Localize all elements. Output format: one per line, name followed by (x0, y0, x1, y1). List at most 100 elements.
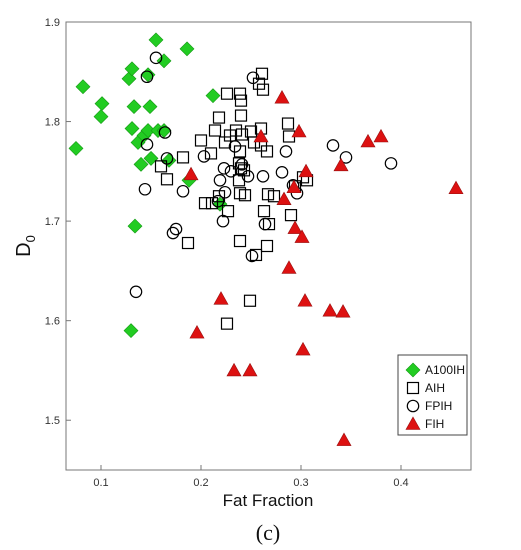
data-point-triangle (183, 166, 199, 181)
data-point-circle (258, 217, 272, 231)
data-point-circle (140, 70, 154, 84)
data-point-diamond (93, 109, 109, 125)
y-tick-label: 1.5 (45, 415, 60, 427)
data-point-circle (149, 51, 163, 65)
data-point-triangle (298, 163, 314, 178)
legend: A100IH AIH FPIH FIH (397, 354, 468, 436)
data-point-circle (218, 185, 232, 199)
data-point-diamond (133, 156, 149, 172)
legend-marker-diamond (405, 362, 421, 378)
data-point-square (220, 87, 234, 100)
data-point-circle (246, 71, 260, 85)
data-point-triangle (276, 191, 292, 206)
data-point-square (281, 117, 295, 130)
data-point-diamond (124, 61, 140, 77)
data-point-diamond (143, 150, 159, 166)
data-point-square (212, 111, 226, 124)
data-point-triangle (360, 133, 376, 148)
data-point-circle (213, 173, 227, 187)
plot-area (65, 21, 472, 471)
y-tick-label: 1.8 (45, 117, 60, 129)
data-point-triangle (448, 180, 464, 195)
data-point-diamond (127, 218, 143, 234)
data-point-square (235, 128, 249, 141)
y-tick-label: 1.9 (45, 17, 60, 29)
data-point-circle (245, 249, 259, 263)
data-point-diamond (140, 123, 156, 138)
data-point-circle (138, 182, 152, 196)
data-point-square (220, 317, 234, 330)
data-point-diamond (94, 96, 110, 112)
data-point-diamond (156, 53, 172, 69)
data-point-square (234, 109, 248, 122)
data-point-circle (129, 285, 143, 299)
data-point-circle (275, 166, 289, 179)
data-point-square (260, 145, 274, 158)
data-point-triangle (253, 128, 269, 143)
panel-label: (c) (256, 520, 280, 545)
y-tick-label: 1.7 (45, 216, 60, 228)
data-point-circle (279, 145, 293, 158)
y-axis-label-main: D (13, 242, 35, 256)
data-point-circle (217, 162, 231, 175)
data-point-triangle (373, 128, 389, 143)
data-point-diamond (148, 32, 164, 48)
data-point-triangle (281, 260, 297, 274)
legend-marker-circle (406, 399, 420, 413)
data-point-circle (169, 222, 183, 236)
data-point-square (204, 147, 218, 160)
data-point-diamond (75, 79, 91, 95)
data-point-triangle (291, 123, 307, 138)
data-point-diamond (68, 141, 84, 156)
data-point-circle (166, 226, 180, 240)
data-point-circle (339, 151, 353, 164)
legend-label-aih: AIH (425, 381, 445, 395)
data-point-triangle (226, 362, 242, 377)
series-fih (183, 90, 464, 446)
data-point-diamond (124, 121, 140, 136)
data-point-triangle (274, 90, 290, 104)
data-point-square (194, 134, 208, 147)
legend-label-fih: FIH (425, 417, 444, 431)
data-point-circle (256, 170, 270, 183)
x-tick-label: 0.4 (393, 477, 408, 489)
data-point-square (233, 145, 247, 158)
data-point-square (181, 236, 195, 250)
y-tick-label: 1.6 (45, 316, 60, 328)
data-point-triangle (286, 179, 302, 194)
data-point-square (257, 205, 271, 218)
data-point-square (256, 83, 270, 96)
data-point-square (221, 205, 235, 218)
data-point-circle (384, 157, 398, 170)
data-point-square (233, 87, 247, 100)
data-point-square (267, 190, 281, 203)
data-point-square (260, 239, 274, 253)
data-point-triangle (242, 362, 258, 377)
legend-marker-triangle (405, 416, 421, 430)
x-axis-ticks: 0.1 0.2 0.3 0.4 (93, 465, 409, 489)
data-point-diamond (179, 41, 195, 57)
data-point-triangle (213, 291, 229, 305)
data-point-diamond (123, 323, 139, 339)
data-point-circle (197, 150, 211, 163)
series-fpih (129, 51, 398, 299)
data-point-circle (140, 138, 154, 151)
data-point-circle (241, 170, 255, 183)
data-point-square (205, 197, 219, 210)
y-axis-label-subscript: 0 (23, 235, 38, 242)
data-point-triangle (287, 220, 303, 234)
legend-marker-square (406, 381, 420, 395)
data-point-triangle (189, 324, 205, 339)
data-point-square (176, 151, 190, 164)
data-point-square (238, 189, 252, 202)
data-point-square (233, 234, 247, 248)
legend-label-a100ih: A100IH (425, 363, 465, 377)
data-point-diamond (142, 99, 158, 115)
data-point-triangle (294, 229, 310, 243)
data-point-circle (228, 140, 242, 153)
data-point-diamond (205, 88, 221, 104)
x-axis-label: Fat Fraction (223, 491, 314, 510)
data-point-diamond (126, 99, 142, 115)
series-a100ih (68, 32, 228, 339)
